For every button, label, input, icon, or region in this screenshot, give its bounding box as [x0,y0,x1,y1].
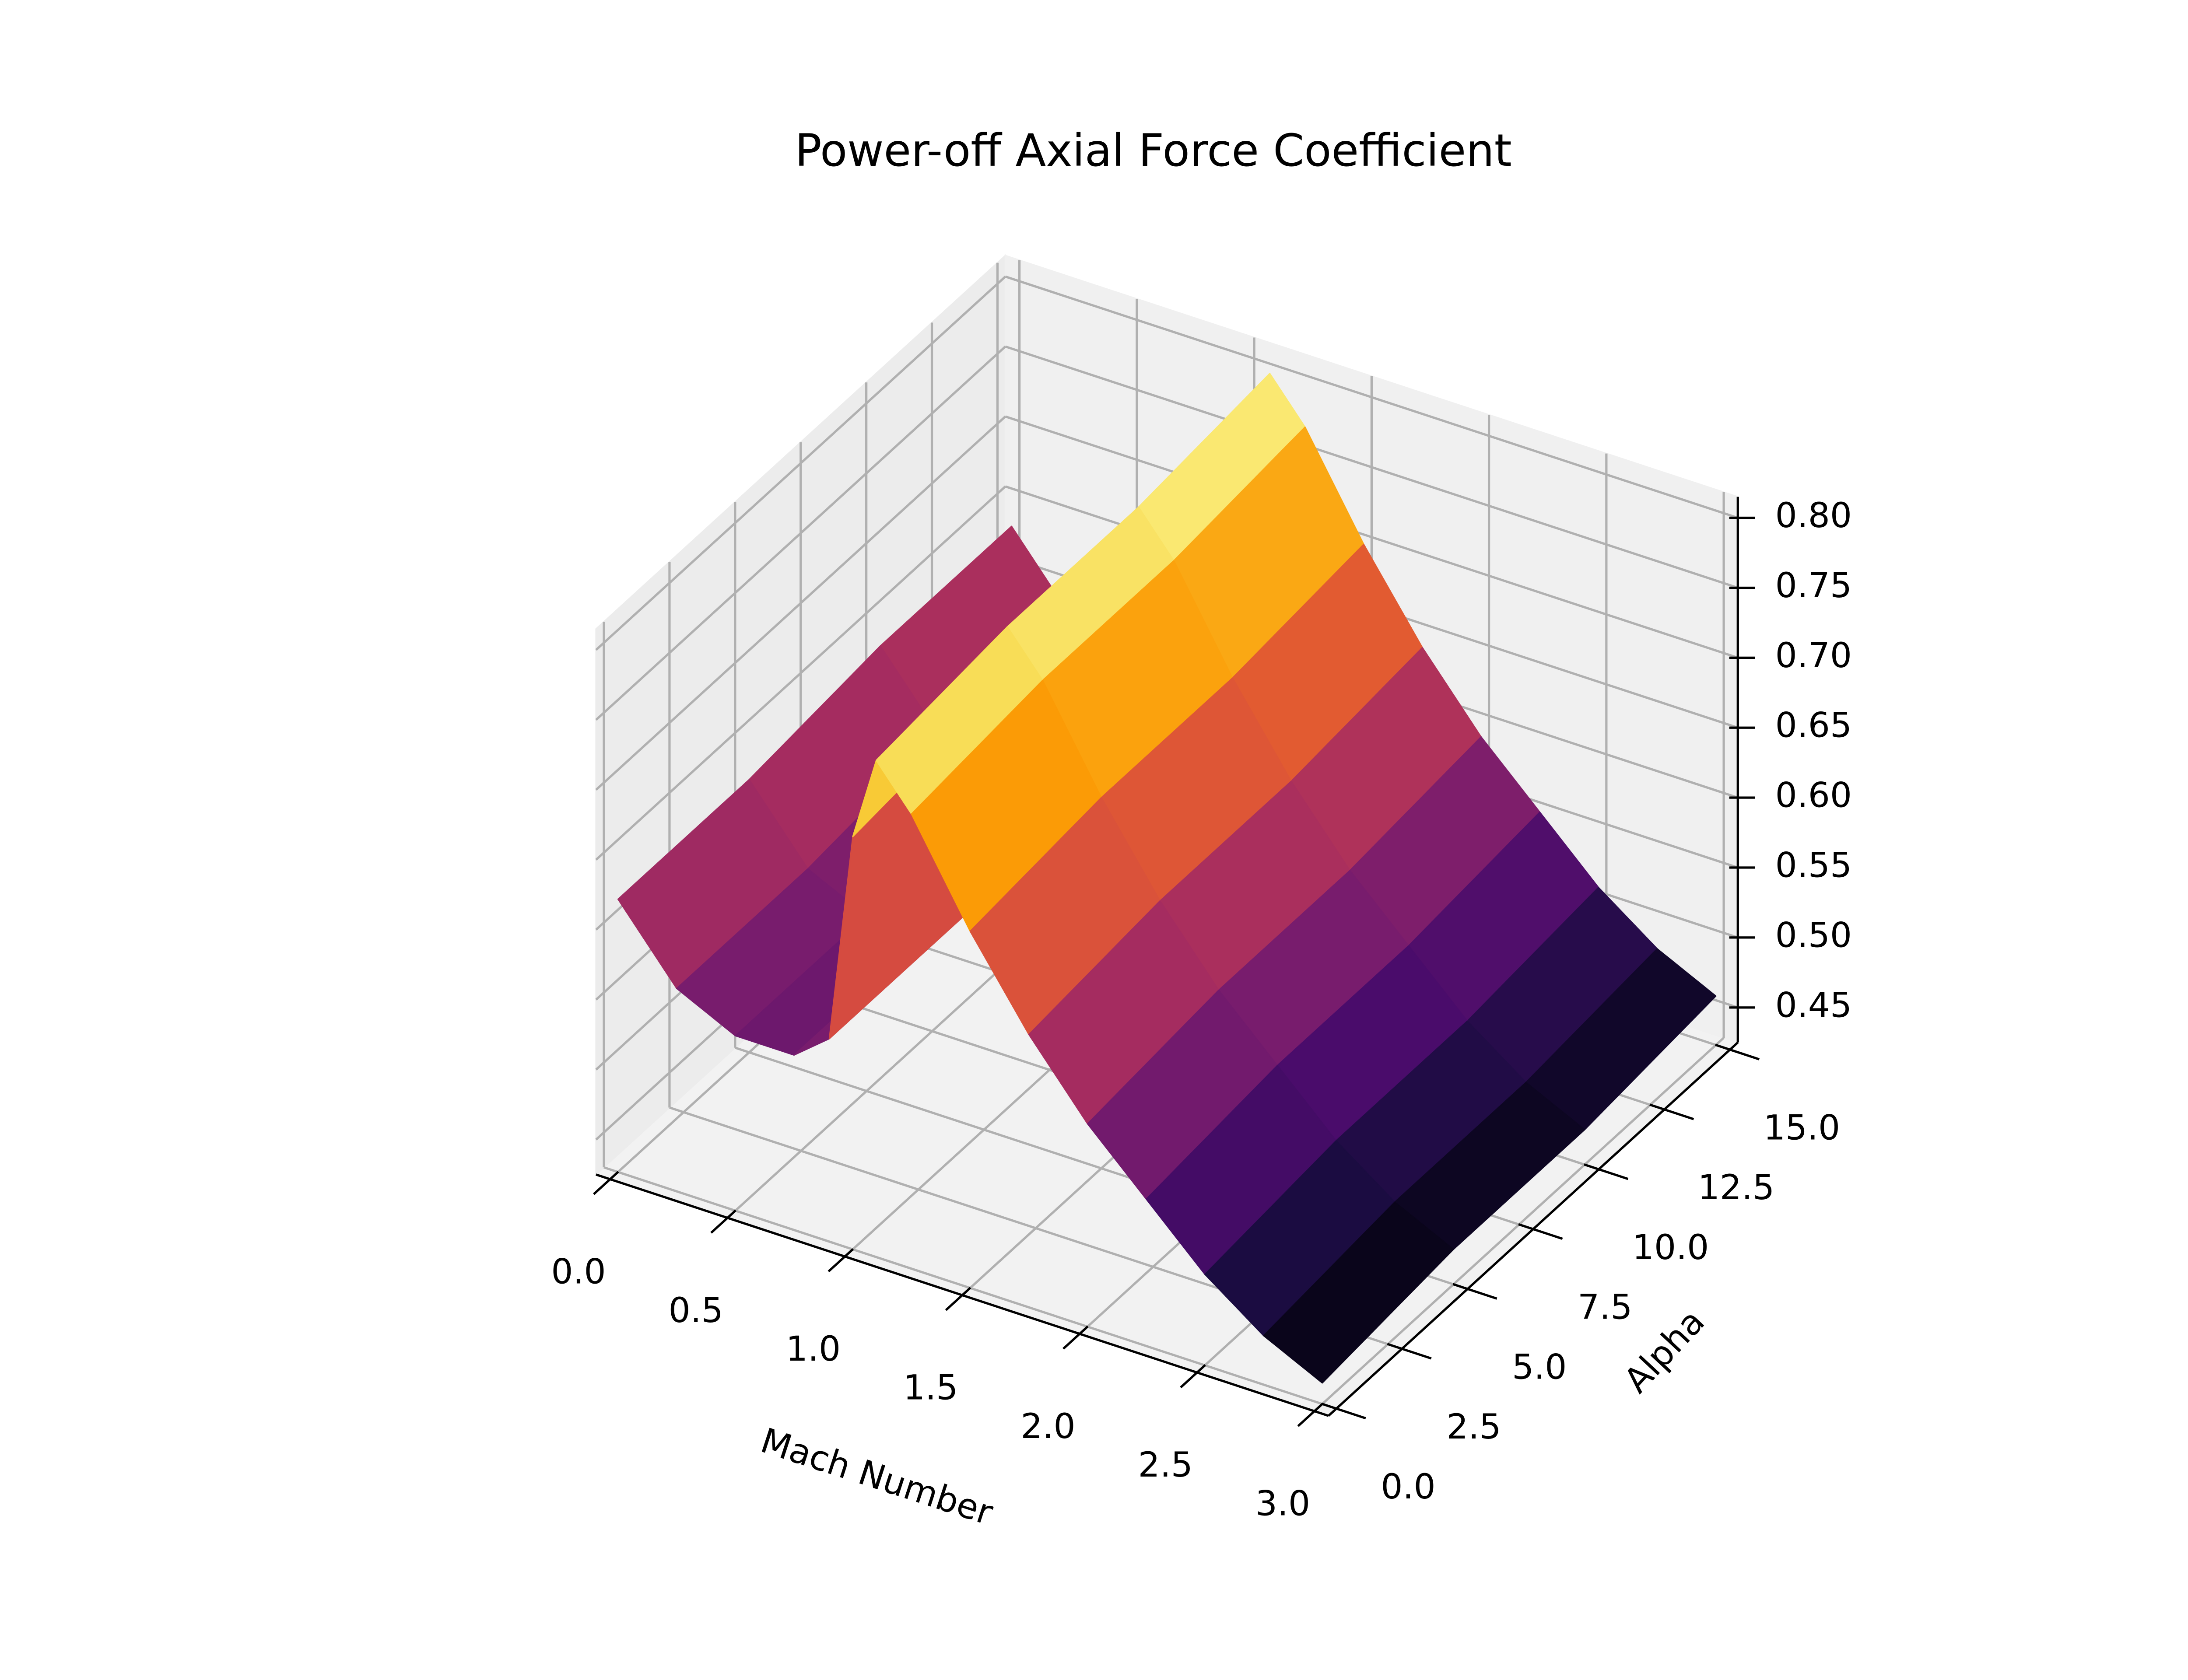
z-tick-label: 0.55 [1775,845,1852,886]
z-tick-label: 0.75 [1775,565,1852,606]
x-tick [710,1209,736,1234]
y-tick [1387,1343,1432,1360]
y-tick-label: 0.0 [1381,1466,1435,1507]
x-tick-label: 0.0 [551,1251,606,1292]
x-tick-label: 2.5 [1138,1445,1193,1485]
z-tick-label: 0.60 [1775,775,1852,816]
axes: 0.0 0.5 1.0 1.5 2.0 2.5 3.0 0.0 2.5 5.0 7.510.0 12.… [551,495,1852,1524]
x-tick [945,1287,971,1311]
y-tick-label: 12.5 [1698,1167,1774,1208]
z-tick-label: 0.45 [1775,985,1852,1025]
y-tick [1715,1043,1760,1060]
y-tick [1321,1403,1366,1420]
y-tick [1584,1163,1629,1180]
grid-line [1005,275,1739,519]
z-tick-label: 0.65 [1775,705,1852,746]
x-tick [1062,1325,1089,1350]
grid-line [595,485,1006,861]
x-tick [1180,1364,1206,1389]
x-axis-line [596,1173,1329,1417]
x-tick [593,1171,619,1195]
z-tick-label: 0.80 [1775,495,1852,536]
surface-patch [1263,1201,1454,1384]
y-tick [1649,1103,1694,1120]
y-tick [1452,1283,1497,1300]
y-tick [1518,1223,1563,1240]
z-tick-label: 0.50 [1775,915,1852,955]
surface [617,373,1717,1384]
y-tick-label: 15.0 [1764,1107,1840,1148]
x-tick-label: 1.0 [786,1329,841,1369]
y-tick-label: 7.5 [1578,1287,1632,1327]
x-tick [828,1248,854,1273]
z-tick-label: 0.70 [1775,635,1852,676]
x-tick-label: 0.5 [669,1290,723,1330]
y-axis-line [1328,1041,1739,1417]
grid-line [1005,345,1739,589]
y-tick-label: 5.0 [1512,1347,1567,1387]
y-tick-label: 2.5 [1446,1407,1501,1447]
grid-line [1005,415,1739,659]
x-tick-label: 2.0 [1020,1406,1075,1446]
y-tick-label: 10.0 [1632,1227,1709,1267]
x-tick-label: 1.5 [903,1367,958,1407]
grid-line [595,276,1006,651]
x-tick [1297,1403,1324,1427]
grid-line [595,416,1006,791]
chart-title: Power-off Axial Force Coefficient [795,125,1511,176]
grid-line [595,346,1006,721]
x-tick-label: 3.0 [1255,1484,1310,1524]
